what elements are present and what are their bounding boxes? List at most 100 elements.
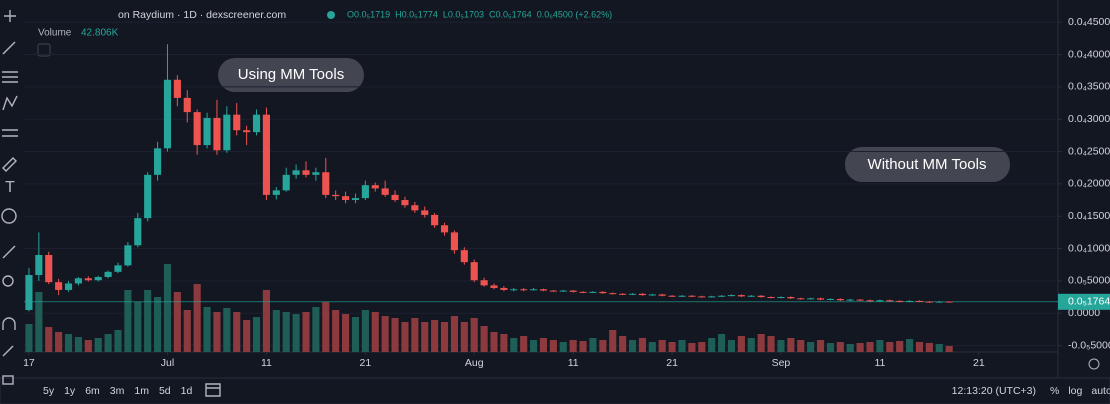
candle-body (599, 291, 607, 294)
candle-body (322, 172, 330, 195)
range-button[interactable]: 1y (64, 385, 76, 397)
trend-tool[interactable] (2, 41, 16, 55)
volume-bar (935, 344, 943, 352)
volume-bar (361, 310, 369, 352)
candle-body (361, 185, 369, 199)
zoom-tool[interactable] (2, 275, 14, 287)
status-dot (327, 11, 335, 19)
volume-bar (718, 334, 726, 352)
y-tick-label: -0.0₅5000 (1068, 339, 1110, 351)
magnet-tool[interactable] (2, 317, 16, 330)
volume-bar (846, 344, 854, 352)
range-button[interactable]: 5y (43, 385, 55, 397)
volume-bar (658, 340, 666, 352)
range-button[interactable]: 3m (110, 385, 125, 397)
candle-body (421, 210, 429, 215)
lock-tool[interactable] (2, 375, 14, 385)
volume-bar (144, 290, 152, 352)
candle-body (411, 205, 419, 211)
scale-option[interactable]: % (1050, 385, 1059, 397)
fib-tool[interactable] (2, 71, 18, 83)
candle-body (431, 214, 439, 226)
candle-body (935, 301, 943, 303)
candle-body (846, 299, 854, 301)
draw-lock-tool[interactable] (2, 345, 14, 357)
volume-bar (480, 326, 488, 352)
candle-body (371, 185, 379, 189)
scale-option[interactable]: auto (1091, 385, 1110, 397)
candle-body (925, 301, 933, 303)
range-button[interactable]: 1d (181, 385, 193, 397)
volume-bar (886, 342, 894, 352)
volume-bar (816, 340, 825, 352)
range-button[interactable]: 1m (134, 385, 149, 397)
candle-body (460, 250, 468, 263)
candle-body (747, 295, 755, 297)
candle-body (480, 280, 488, 286)
candle-body (381, 188, 389, 195)
candle-body (144, 174, 152, 219)
x-tick-label: Jul (161, 357, 174, 369)
annotation: Without MM Tools (868, 156, 987, 173)
left-toolbar[interactable]: T (1, 10, 18, 385)
volume-bar (559, 342, 567, 352)
crosshair-tool[interactable] (4, 10, 16, 22)
candle-body (450, 232, 458, 251)
candle-body (619, 293, 627, 295)
volume-bar (450, 316, 458, 352)
ruler-tool[interactable] (2, 245, 16, 259)
candle-body (332, 194, 340, 197)
ohlc-value: 0.0₆4500 (+2.62%) (537, 9, 612, 19)
volume-bar (282, 312, 290, 352)
candle-body (668, 295, 676, 297)
source-label: on Raydium · 1D · dexscreener.com (118, 9, 286, 21)
volume-bar (797, 340, 805, 352)
ohlc-value: L0.0₅1703 (443, 9, 484, 19)
candle-body (688, 295, 696, 297)
forecast-tool[interactable] (2, 129, 18, 137)
pattern-tool[interactable] (2, 95, 18, 111)
candle-body (767, 297, 775, 299)
volume-bar (619, 336, 627, 352)
volume-bar (262, 290, 270, 352)
candle-body (816, 298, 825, 300)
volume-bar (292, 314, 300, 352)
volume-bar (173, 292, 181, 352)
volume-bar (589, 338, 597, 352)
volume-bar (747, 338, 755, 352)
range-button[interactable]: 6m (85, 385, 100, 397)
volume-bar (213, 312, 221, 352)
x-tick-label: 17 (23, 357, 35, 369)
candle-body (777, 297, 785, 299)
volume-bar (599, 340, 607, 352)
candle-body (25, 275, 33, 310)
scale-option[interactable]: log (1068, 385, 1082, 397)
candle-body (520, 289, 528, 291)
text-tool[interactable]: T (5, 179, 15, 196)
annotation-bubble (218, 58, 364, 92)
volume-bar (391, 318, 399, 352)
volume-bar (906, 339, 914, 352)
volume-bar (223, 308, 231, 352)
volume-bar (787, 338, 795, 352)
emoji-tool[interactable] (1, 208, 17, 224)
volume-bar (183, 310, 191, 352)
candle-body (826, 298, 834, 300)
date-range-button[interactable] (205, 383, 221, 397)
candle-body (173, 79, 181, 98)
volume-bar (500, 334, 508, 352)
volume-bar (737, 336, 745, 352)
range-button[interactable]: 5d (159, 385, 171, 397)
volume-bar (431, 320, 439, 352)
volume-bar (351, 317, 360, 352)
candle-body (866, 300, 874, 302)
candle-body (589, 291, 597, 293)
volume-bar (549, 340, 557, 352)
collapse-button[interactable] (37, 43, 51, 57)
candle-body (104, 271, 112, 277)
brush-tool[interactable] (2, 157, 17, 172)
candle-body (154, 148, 162, 175)
settings-button[interactable] (1088, 358, 1100, 370)
candle-body (163, 79, 172, 149)
volume-bar (312, 307, 320, 352)
